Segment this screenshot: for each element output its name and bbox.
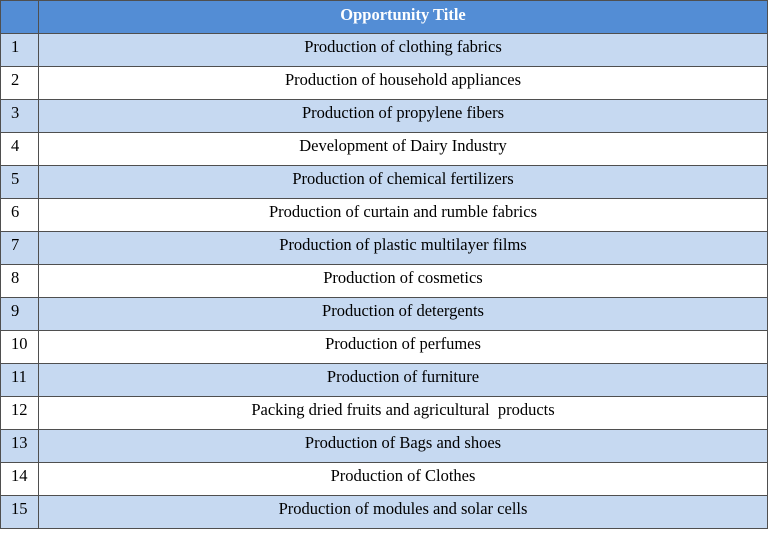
- header-title-cell: Opportunity Title: [38, 0, 768, 34]
- row-number-cell: 5: [0, 165, 39, 199]
- row-title-cell: Production of Clothes: [38, 462, 768, 496]
- row-number-cell: 11: [0, 363, 39, 397]
- row-number-cell: 3: [0, 99, 39, 133]
- table-row: 6 Production of curtain and rumble fabric…: [0, 198, 768, 232]
- table-row: 8 Production of cosmetics: [0, 264, 768, 298]
- table-row: 7 Production of plastic multilayer films: [0, 231, 768, 265]
- table-row: 1 Production of clothing fabrics: [0, 33, 768, 67]
- row-number-cell: 10: [0, 330, 39, 364]
- header-number-cell: [0, 0, 39, 34]
- table-row: 9 Production of detergents: [0, 297, 768, 331]
- table-row: 13 Production of Bags and shoes: [0, 429, 768, 463]
- row-number-cell: 13: [0, 429, 39, 463]
- table-row: 14 Production of Clothes: [0, 462, 768, 496]
- row-title-cell: Production of modules and solar cells: [38, 495, 768, 529]
- row-title-cell: Production of Bags and shoes: [38, 429, 768, 463]
- table-row: 12 Packing dried fruits and agricultural …: [0, 396, 768, 430]
- row-number-cell: 9: [0, 297, 39, 331]
- table-row: 3 Production of propylene fibers: [0, 99, 768, 133]
- row-title-cell: Production of curtain and rumble fabrics: [38, 198, 768, 232]
- table-row: 5 Production of chemical fertilizers: [0, 165, 768, 199]
- table-header-row: Opportunity Title: [0, 0, 768, 34]
- row-title-cell: Production of perfumes: [38, 330, 768, 364]
- row-title-cell: Production of plastic multilayer films: [38, 231, 768, 265]
- row-number-cell: 7: [0, 231, 39, 265]
- row-title-cell: Production of furniture: [38, 363, 768, 397]
- row-title-cell: Production of propylene fibers: [38, 99, 768, 133]
- row-title-cell: Development of Dairy Industry: [38, 132, 768, 166]
- row-number-cell: 6: [0, 198, 39, 232]
- row-title-cell: Production of clothing fabrics: [38, 33, 768, 67]
- table-row: 15 Production of modules and solar cells: [0, 495, 768, 529]
- row-title-cell: Production of cosmetics: [38, 264, 768, 298]
- row-title-cell: Production of household appliances: [38, 66, 768, 100]
- table-row: 4 Development of Dairy Industry: [0, 132, 768, 166]
- opportunity-table: Opportunity Title 1 Production of clothin…: [0, 0, 768, 529]
- row-title-cell: Production of detergents: [38, 297, 768, 331]
- row-number-cell: 8: [0, 264, 39, 298]
- table-body: 1 Production of clothing fabrics 2 Producti…: [0, 33, 768, 529]
- row-number-cell: 2: [0, 66, 39, 100]
- row-title-cell: Packing dried fruits and agricultural pr…: [38, 396, 768, 430]
- table-row: 2 Production of household appliances: [0, 66, 768, 100]
- row-title-cell: Production of chemical fertilizers: [38, 165, 768, 199]
- row-number-cell: 1: [0, 33, 39, 67]
- table-row: 11 Production of furniture: [0, 363, 768, 397]
- row-number-cell: 14: [0, 462, 39, 496]
- table-row: 10 Production of perfumes: [0, 330, 768, 364]
- row-number-cell: 4: [0, 132, 39, 166]
- row-number-cell: 12: [0, 396, 39, 430]
- row-number-cell: 15: [0, 495, 39, 529]
